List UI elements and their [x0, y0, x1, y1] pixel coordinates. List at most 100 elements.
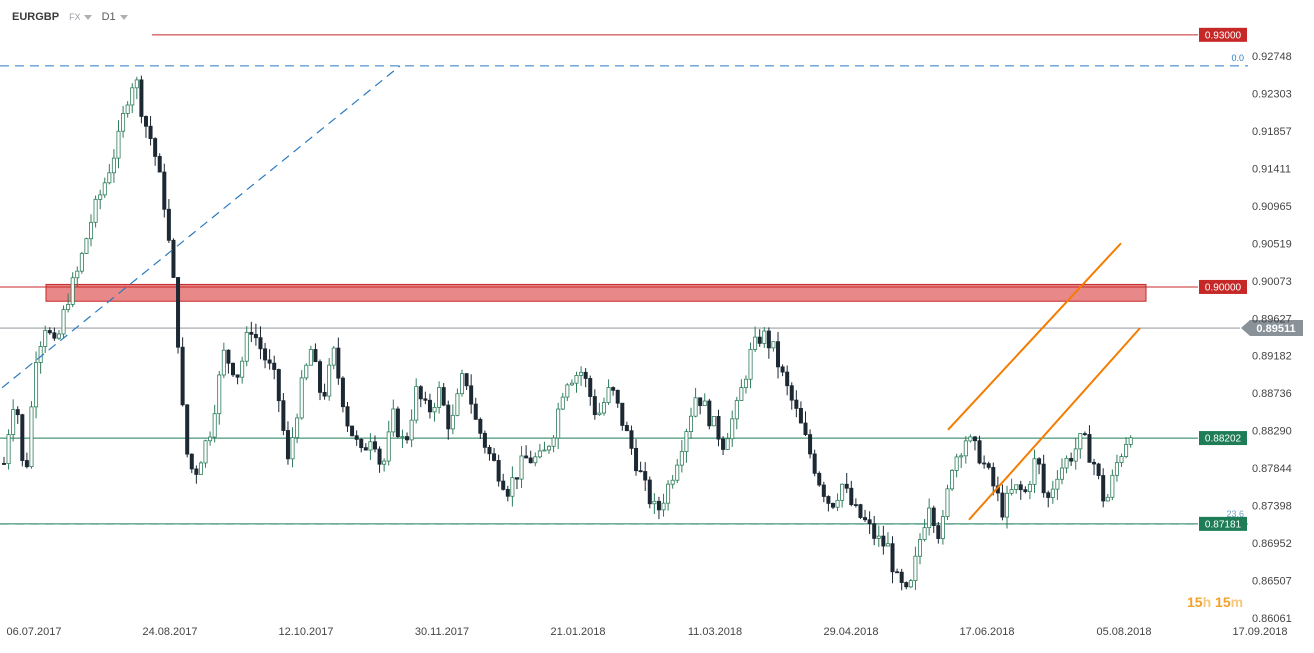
candle-bear: [872, 523, 877, 539]
y-tick-label: 0.91857: [1252, 126, 1292, 138]
candle-bear: [171, 239, 176, 278]
candle-bear: [1000, 492, 1005, 518]
candle-bear: [363, 447, 368, 451]
candle-bear: [757, 336, 762, 344]
candle-bull: [308, 349, 313, 366]
chevron-down-icon: [119, 14, 128, 20]
candle-bull: [1114, 462, 1119, 476]
candle-bull: [579, 371, 584, 376]
candle-bull: [606, 387, 611, 403]
candle-bull: [327, 364, 332, 397]
candle-bull: [66, 303, 71, 311]
timeframe-selector[interactable]: D1: [102, 11, 128, 23]
candle-bull: [885, 543, 890, 547]
y-tick-label: 0.86952: [1252, 538, 1292, 550]
candle-bear: [904, 582, 909, 588]
candle-bull: [771, 341, 776, 349]
fib-trendline: [1, 65, 401, 389]
candle-bear: [336, 347, 341, 379]
candle-bear: [176, 277, 181, 348]
candle-bull: [93, 198, 98, 223]
candle-bull: [963, 440, 968, 457]
candle-bear: [826, 496, 831, 504]
candle-bear: [487, 446, 492, 455]
candle-bear: [611, 387, 616, 391]
candle-bear: [162, 171, 167, 210]
candle-bull: [762, 330, 767, 344]
chart-header: EURGBP FX D1: [12, 11, 128, 23]
y-tick-label: 0.88290: [1252, 426, 1292, 438]
chevron-down-icon: [83, 14, 92, 20]
candle-bull: [89, 221, 94, 240]
y-tick-label: 0.91411: [1252, 163, 1291, 175]
level-label-box: [1199, 279, 1247, 294]
candle-bull: [304, 364, 309, 379]
candle-bear: [514, 477, 519, 480]
candle-bull: [739, 387, 744, 401]
candle-bear: [798, 407, 803, 424]
candle-bull: [75, 270, 80, 279]
candle-bull: [79, 253, 84, 272]
candle-bear: [895, 571, 900, 574]
candle-bull: [56, 333, 61, 339]
candle-bull: [331, 347, 336, 366]
candle-bull: [950, 470, 955, 490]
candle-bear: [638, 470, 643, 473]
candle-bear: [817, 472, 822, 486]
candle-bear: [143, 116, 148, 127]
candle-bear: [890, 543, 895, 573]
candle-bull: [125, 104, 130, 114]
candle-bear: [844, 483, 849, 489]
candle-bear: [501, 480, 506, 490]
candle-bear: [698, 397, 703, 406]
candle-bear: [588, 378, 593, 397]
candle-bear: [808, 434, 813, 455]
candle-bull: [1124, 444, 1129, 457]
candle-bull: [734, 400, 739, 420]
candle-bull: [945, 488, 950, 517]
channel-upper-line: [947, 242, 1122, 431]
candle-bear: [47, 330, 52, 334]
x-tick-label: 11.03.2018: [688, 626, 742, 638]
candle-bull: [1105, 496, 1110, 502]
candle-bear: [721, 438, 726, 450]
candle-bear: [849, 487, 854, 506]
candle-bear: [1037, 458, 1042, 465]
market-selector[interactable]: FX: [69, 12, 92, 22]
candle-bear: [230, 362, 235, 376]
candle-bull: [198, 462, 203, 475]
candle-bear: [615, 389, 620, 404]
candle-bear: [157, 156, 162, 173]
candle-bull: [1059, 467, 1064, 480]
candle-bull: [414, 386, 419, 421]
candle-bull: [134, 79, 139, 89]
candle-bear: [194, 468, 199, 475]
candle-bear: [354, 435, 359, 440]
current-price-label: 0.89511: [1256, 323, 1295, 335]
y-tick-label: 0.92748: [1252, 51, 1292, 63]
candle-bear: [180, 346, 185, 406]
candle-bear: [656, 500, 661, 511]
candle-bear: [716, 416, 721, 440]
level-label-box: [1199, 516, 1247, 531]
candle-bear: [469, 385, 474, 405]
candle-bear: [139, 79, 144, 117]
candle-bull: [913, 555, 918, 582]
x-tick-label: 06.07.2017: [6, 626, 61, 638]
candle-bull: [70, 277, 75, 305]
level-label: 0.90000: [1205, 282, 1242, 293]
level-label: 0.93000: [1205, 30, 1242, 41]
candle-bull: [221, 349, 226, 376]
candle-bear: [166, 208, 171, 241]
y-tick-label: 0.90073: [1252, 276, 1292, 288]
timer-minutes-unit: m: [1230, 594, 1244, 610]
x-tick-label: 24.08.2017: [142, 626, 197, 638]
candle-bear: [446, 404, 451, 430]
candle-bear: [863, 517, 868, 521]
candle-bull: [661, 502, 666, 511]
candle-bear: [707, 400, 712, 427]
y-tick-label: 0.87398: [1252, 501, 1292, 513]
candle-bull: [84, 238, 89, 254]
